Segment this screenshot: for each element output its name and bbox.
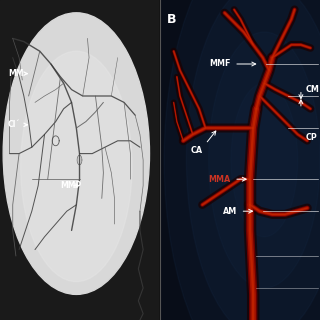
Text: CP: CP [306, 133, 317, 142]
Ellipse shape [3, 13, 149, 294]
Text: MMF: MMF [210, 60, 231, 68]
Text: MM: MM [8, 69, 27, 78]
Text: CM: CM [306, 85, 320, 94]
Text: B: B [167, 13, 177, 26]
Text: AM: AM [223, 207, 237, 216]
Ellipse shape [231, 83, 298, 237]
Ellipse shape [209, 32, 320, 288]
Ellipse shape [164, 0, 320, 320]
Text: MMP: MMP [60, 181, 82, 190]
Ellipse shape [21, 51, 132, 282]
Text: CA: CA [190, 146, 202, 155]
Text: MMA: MMA [209, 175, 231, 184]
Text: CI´: CI´ [8, 120, 27, 129]
Ellipse shape [187, 0, 320, 320]
